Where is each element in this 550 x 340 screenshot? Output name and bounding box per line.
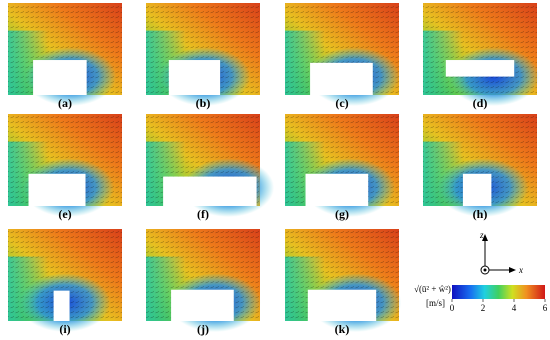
panel: (d) bbox=[423, 3, 540, 110]
building bbox=[462, 173, 492, 206]
building bbox=[305, 173, 369, 206]
building bbox=[163, 176, 257, 206]
building bbox=[307, 289, 377, 321]
building bbox=[171, 289, 234, 321]
colorbar: √(ū² + ŵ²) [m/s] 0 2 4 6 bbox=[414, 284, 548, 313]
panel-label: (b) bbox=[196, 96, 211, 110]
building bbox=[53, 290, 70, 321]
colorbar-gradient bbox=[452, 285, 545, 299]
building bbox=[28, 173, 86, 206]
building bbox=[168, 60, 221, 95]
panel-label: (d) bbox=[473, 96, 488, 110]
colorbar-tick-label: 2 bbox=[481, 303, 486, 313]
axis-label-z: z bbox=[479, 230, 484, 240]
panel-label: (g) bbox=[335, 207, 349, 221]
panel: (e) bbox=[8, 114, 122, 221]
panels: (a) (b) (c) (d) (e) (f) (g) (h) (i) (j) (k) bbox=[8, 3, 540, 336]
panel-label: (h) bbox=[473, 207, 488, 221]
vector-arrows bbox=[423, 3, 537, 95]
panel-label: (c) bbox=[335, 96, 348, 110]
panel: (k) bbox=[285, 229, 402, 336]
colorbar-tick-label: 0 bbox=[450, 303, 455, 313]
panel-label: (j) bbox=[197, 322, 209, 336]
colorbar-tick-label: 4 bbox=[512, 303, 517, 313]
panel: (i) bbox=[8, 229, 122, 336]
axes-icon: z x bbox=[479, 230, 523, 275]
panel-label: (a) bbox=[58, 96, 72, 110]
panel: (h) bbox=[423, 114, 537, 221]
panel-label: (i) bbox=[59, 322, 70, 336]
panel-label: (k) bbox=[335, 322, 350, 336]
building bbox=[445, 60, 515, 77]
colorbar-tick-label: 6 bbox=[543, 303, 548, 313]
colorbar-unit: [m/s] bbox=[426, 298, 445, 308]
panel-label: (f) bbox=[197, 207, 209, 221]
panel: (b) bbox=[146, 3, 260, 110]
building bbox=[33, 60, 87, 95]
panel: (f) bbox=[146, 114, 275, 221]
panel: (a) bbox=[8, 3, 122, 110]
panel: (g) bbox=[285, 114, 399, 221]
panel-label: (e) bbox=[58, 207, 71, 221]
panel: (j) bbox=[146, 229, 261, 336]
panel: (c) bbox=[285, 3, 400, 110]
building bbox=[310, 62, 373, 95]
axis-label-x: x bbox=[518, 265, 523, 275]
colorbar-label: √(ū² + ŵ²) bbox=[414, 284, 451, 294]
